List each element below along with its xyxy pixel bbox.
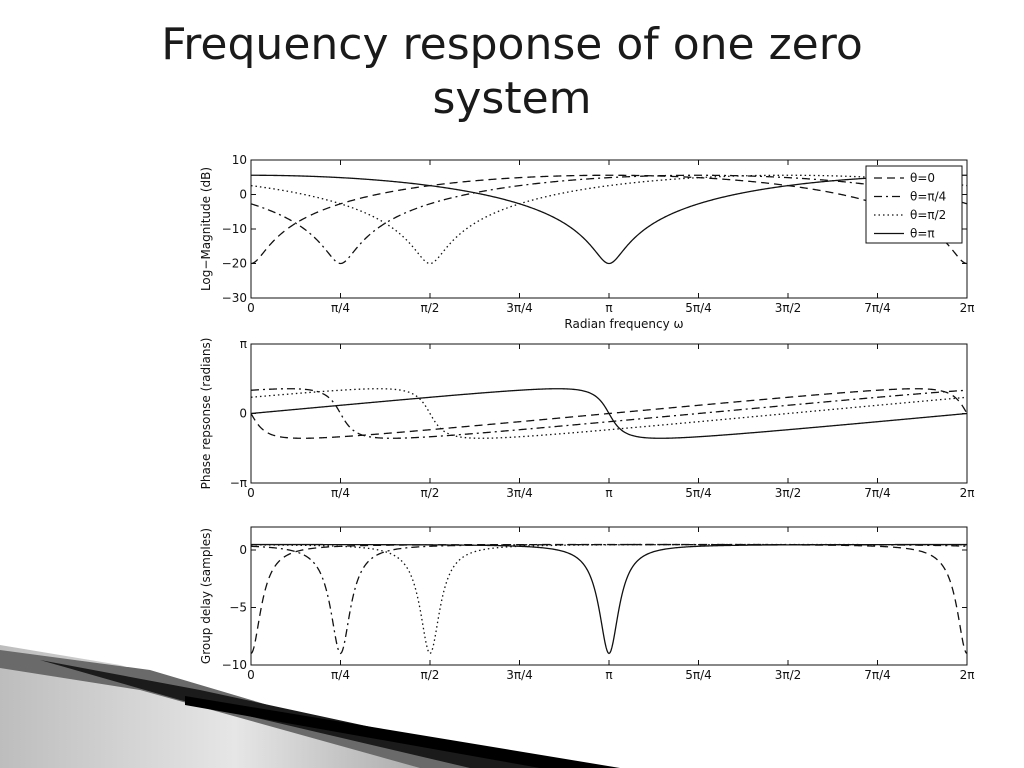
series-line-2	[251, 543, 967, 655]
x-tick-label: 3π/4	[506, 668, 533, 682]
x-tick-label: 7π/4	[864, 668, 891, 682]
x-tick-label: π/2	[421, 301, 440, 315]
slide-title-line-1: Frequency response of one zero	[161, 19, 863, 70]
legend-label: θ=π/2	[910, 208, 946, 222]
y-tick-label: −π	[230, 476, 247, 490]
y-tick-label: −10	[222, 658, 247, 672]
x-tick-label: π	[605, 486, 612, 500]
series-line-3	[251, 543, 967, 655]
y-tick-label: −10	[222, 222, 247, 236]
x-tick-label: 3π/4	[506, 301, 533, 315]
legend: θ=0 θ=π/4 θ=π/2 θ=π	[865, 165, 963, 244]
y-tick-label: π	[240, 337, 247, 351]
decorative-swoosh	[0, 645, 620, 768]
slide-title: Frequency response of one zero system	[60, 18, 964, 126]
x-tick-label: π	[605, 668, 612, 682]
x-tick-label: 0	[247, 301, 255, 315]
y-tick-label: −20	[222, 257, 247, 271]
x-tick-label: 2π	[960, 668, 975, 682]
series-line-3	[251, 174, 967, 265]
y-tick-label: −30	[222, 291, 247, 305]
plot-frame	[250, 159, 968, 299]
slide-title-line-2: system	[432, 73, 592, 124]
x-tick-label: 7π/4	[864, 301, 891, 315]
x-tick-label: π/2	[421, 486, 440, 500]
y-tick-label: 0	[239, 188, 247, 202]
legend-label: θ=0	[910, 171, 935, 185]
y-tick-label: 0	[239, 543, 247, 557]
plots-group: 0 π/4 π/2 3π/4 π 5π/4 3π/2 7π/4 2π100−10−20−30Lo…	[199, 153, 974, 682]
x-tick-label: π	[605, 301, 612, 315]
series-line-1	[251, 543, 967, 655]
y-axis-label: Phase repsonse (radians)	[199, 338, 213, 490]
x-tick-label: π/2	[421, 668, 440, 682]
y-tick-label: 10	[232, 153, 247, 167]
series-line-2	[251, 388, 967, 439]
x-tick-label: 5π/4	[685, 668, 712, 682]
x-tick-label: 2π	[960, 486, 975, 500]
series-line-1	[251, 388, 967, 439]
subplot-magnitude: 0 π/4 π/2 3π/4 π 5π/4 3π/2 7π/4 2π 10 0 −10 −20 −30 Lo…	[199, 153, 974, 331]
y-axis-label: Log−Magnitude (dB)	[199, 167, 213, 291]
y-tick-label: 0	[239, 407, 247, 421]
x-tick-label: 5π/4	[685, 301, 712, 315]
series-line-0	[251, 543, 967, 655]
x-tick-label: π/4	[331, 486, 350, 500]
x-tick-label: 3π/2	[775, 668, 802, 682]
x-tick-label: 3π/4	[506, 486, 533, 500]
series-line-0	[251, 174, 967, 265]
x-tick-label: 0	[247, 486, 255, 500]
x-tick-label: 3π/2	[775, 301, 802, 315]
x-axis-label: Radian frequency ω	[564, 317, 683, 331]
plot-frame	[250, 526, 968, 666]
series-line-1	[251, 174, 967, 265]
x-tick-label: π/4	[331, 668, 350, 682]
x-tick-label: 7π/4	[864, 486, 891, 500]
y-tick-label: −5	[229, 601, 247, 615]
x-tick-label: π/4	[331, 301, 350, 315]
x-tick-label: 0	[247, 668, 255, 682]
x-tick-label: 2π	[960, 301, 975, 315]
subplot-group_delay: 0 π/4 π/2 3π/4 π 5π/4 3π/2 7π/4 2π 0 −5 −10 Group de…	[199, 526, 975, 682]
y-axis-label: Group delay (samples)	[199, 528, 213, 664]
legend-label: θ=π	[910, 227, 935, 241]
x-tick-label: 3π/2	[775, 486, 802, 500]
legend-box	[865, 165, 963, 244]
series-line-2	[251, 174, 967, 265]
series-line-3	[251, 388, 967, 439]
x-tick-label: 5π/4	[685, 486, 712, 500]
legend-label: θ=π/4	[910, 190, 946, 204]
